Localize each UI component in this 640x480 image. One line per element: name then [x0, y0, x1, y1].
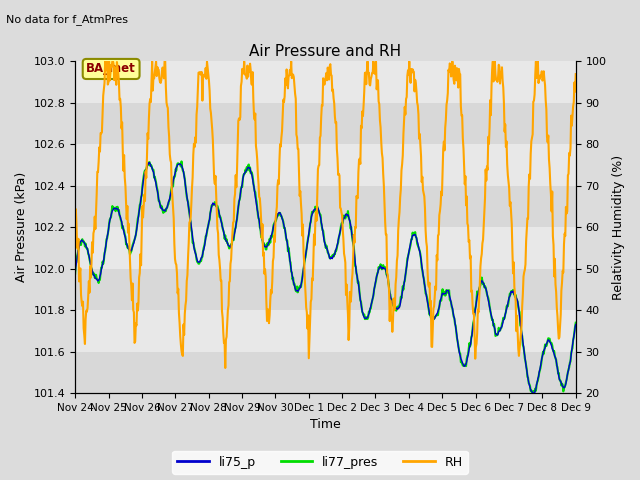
- Title: Air Pressure and RH: Air Pressure and RH: [250, 44, 401, 59]
- Bar: [75, 269, 576, 310]
- Bar: [75, 103, 576, 144]
- Bar: [75, 352, 576, 393]
- Bar: [75, 186, 576, 227]
- Legend: li75_p, li77_pres, RH: li75_p, li77_pres, RH: [172, 451, 468, 474]
- Y-axis label: Air Pressure (kPa): Air Pressure (kPa): [15, 172, 28, 282]
- Bar: [75, 310, 576, 352]
- Bar: [75, 227, 576, 269]
- Y-axis label: Relativity Humidity (%): Relativity Humidity (%): [612, 155, 625, 300]
- Bar: [75, 144, 576, 186]
- Text: BA_met: BA_met: [86, 62, 136, 75]
- X-axis label: Time: Time: [310, 419, 341, 432]
- Text: No data for f_AtmPres: No data for f_AtmPres: [6, 14, 129, 25]
- Bar: [75, 61, 576, 103]
